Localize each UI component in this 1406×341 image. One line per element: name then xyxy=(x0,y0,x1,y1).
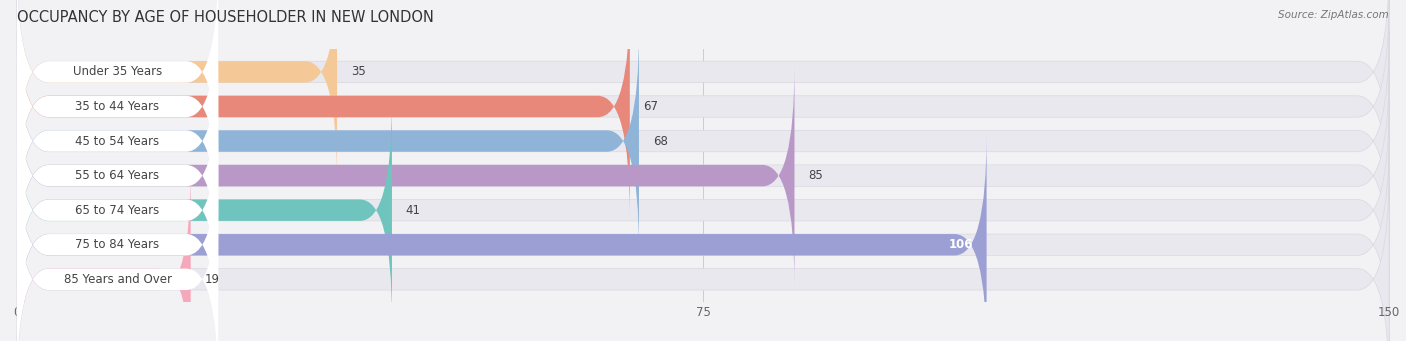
Text: 68: 68 xyxy=(652,135,668,148)
Text: Source: ZipAtlas.com: Source: ZipAtlas.com xyxy=(1278,10,1389,20)
Text: 67: 67 xyxy=(644,100,658,113)
FancyBboxPatch shape xyxy=(17,100,392,321)
FancyBboxPatch shape xyxy=(17,0,1389,182)
FancyBboxPatch shape xyxy=(17,0,218,182)
FancyBboxPatch shape xyxy=(17,134,218,341)
FancyBboxPatch shape xyxy=(17,0,337,182)
FancyBboxPatch shape xyxy=(17,65,794,286)
Text: Under 35 Years: Under 35 Years xyxy=(73,65,162,78)
Text: 85 Years and Over: 85 Years and Over xyxy=(63,273,172,286)
FancyBboxPatch shape xyxy=(17,0,218,217)
FancyBboxPatch shape xyxy=(17,31,1389,251)
Text: 75 to 84 Years: 75 to 84 Years xyxy=(76,238,159,251)
FancyBboxPatch shape xyxy=(17,134,987,341)
Text: 45 to 54 Years: 45 to 54 Years xyxy=(76,135,159,148)
Text: 35: 35 xyxy=(350,65,366,78)
FancyBboxPatch shape xyxy=(17,65,218,286)
Text: 41: 41 xyxy=(406,204,420,217)
Text: OCCUPANCY BY AGE OF HOUSEHOLDER IN NEW LONDON: OCCUPANCY BY AGE OF HOUSEHOLDER IN NEW L… xyxy=(17,10,433,25)
Text: 55 to 64 Years: 55 to 64 Years xyxy=(76,169,159,182)
FancyBboxPatch shape xyxy=(17,65,1389,286)
Text: 35 to 44 Years: 35 to 44 Years xyxy=(76,100,159,113)
Text: 65 to 74 Years: 65 to 74 Years xyxy=(76,204,160,217)
FancyBboxPatch shape xyxy=(17,169,1389,341)
FancyBboxPatch shape xyxy=(17,0,630,217)
FancyBboxPatch shape xyxy=(17,100,218,321)
FancyBboxPatch shape xyxy=(17,134,1389,341)
Text: 85: 85 xyxy=(808,169,823,182)
FancyBboxPatch shape xyxy=(17,169,191,341)
FancyBboxPatch shape xyxy=(17,31,638,251)
FancyBboxPatch shape xyxy=(17,169,218,341)
FancyBboxPatch shape xyxy=(17,100,1389,321)
FancyBboxPatch shape xyxy=(17,31,218,251)
FancyBboxPatch shape xyxy=(17,0,1389,217)
Text: 19: 19 xyxy=(204,273,219,286)
Text: 106: 106 xyxy=(949,238,973,251)
